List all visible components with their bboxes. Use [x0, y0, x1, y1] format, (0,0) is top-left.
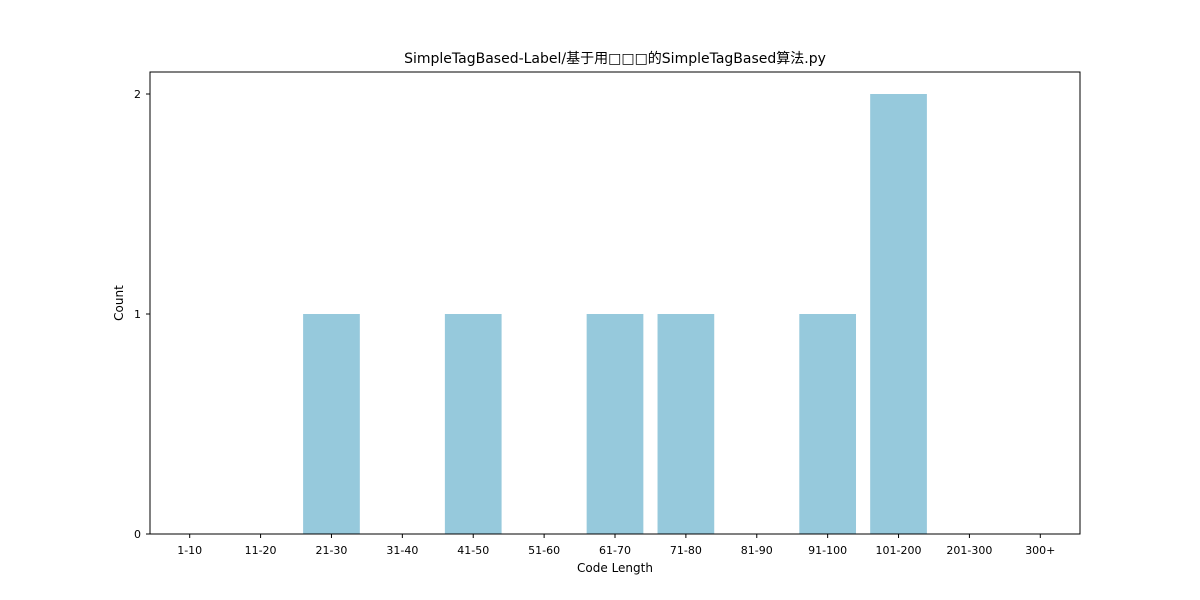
bar-71-80	[657, 314, 715, 534]
bar-61-70	[586, 314, 644, 534]
y-tick-label: 1	[134, 308, 141, 321]
x-tick-label: 11-20	[245, 544, 277, 557]
x-tick-label: 91-100	[808, 544, 847, 557]
x-axis: 1-10 11-20 21-30 31-40 41-50 51-60 61-70 71-80 8…	[177, 534, 1055, 557]
chart-title: SimpleTagBased-Label/基于用□□□的SimpleTagBas…	[404, 50, 826, 67]
y-axis: 0 1 2	[134, 88, 150, 541]
y-axis-label: Count	[112, 285, 126, 321]
x-tick-label: 1-10	[177, 544, 202, 557]
x-axis-label: Code Length	[577, 561, 653, 575]
x-tick-label: 101-200	[876, 544, 922, 557]
bars-group	[303, 94, 927, 534]
x-tick-label: 21-30	[315, 544, 347, 557]
x-tick-label: 201-300	[946, 544, 992, 557]
x-tick-label: 300+	[1025, 544, 1055, 557]
y-tick-label: 0	[134, 528, 141, 541]
x-tick-label: 51-60	[528, 544, 560, 557]
bar-41-50	[444, 314, 502, 534]
bar-101-200	[870, 94, 927, 534]
x-tick-label: 71-80	[670, 544, 702, 557]
x-tick-label: 31-40	[386, 544, 418, 557]
bar-21-30	[303, 314, 360, 534]
x-tick-label: 61-70	[599, 544, 631, 557]
y-tick-label: 2	[134, 88, 141, 101]
bar-91-100	[799, 314, 857, 534]
x-tick-label: 81-90	[741, 544, 773, 557]
x-tick-label: 41-50	[457, 544, 489, 557]
